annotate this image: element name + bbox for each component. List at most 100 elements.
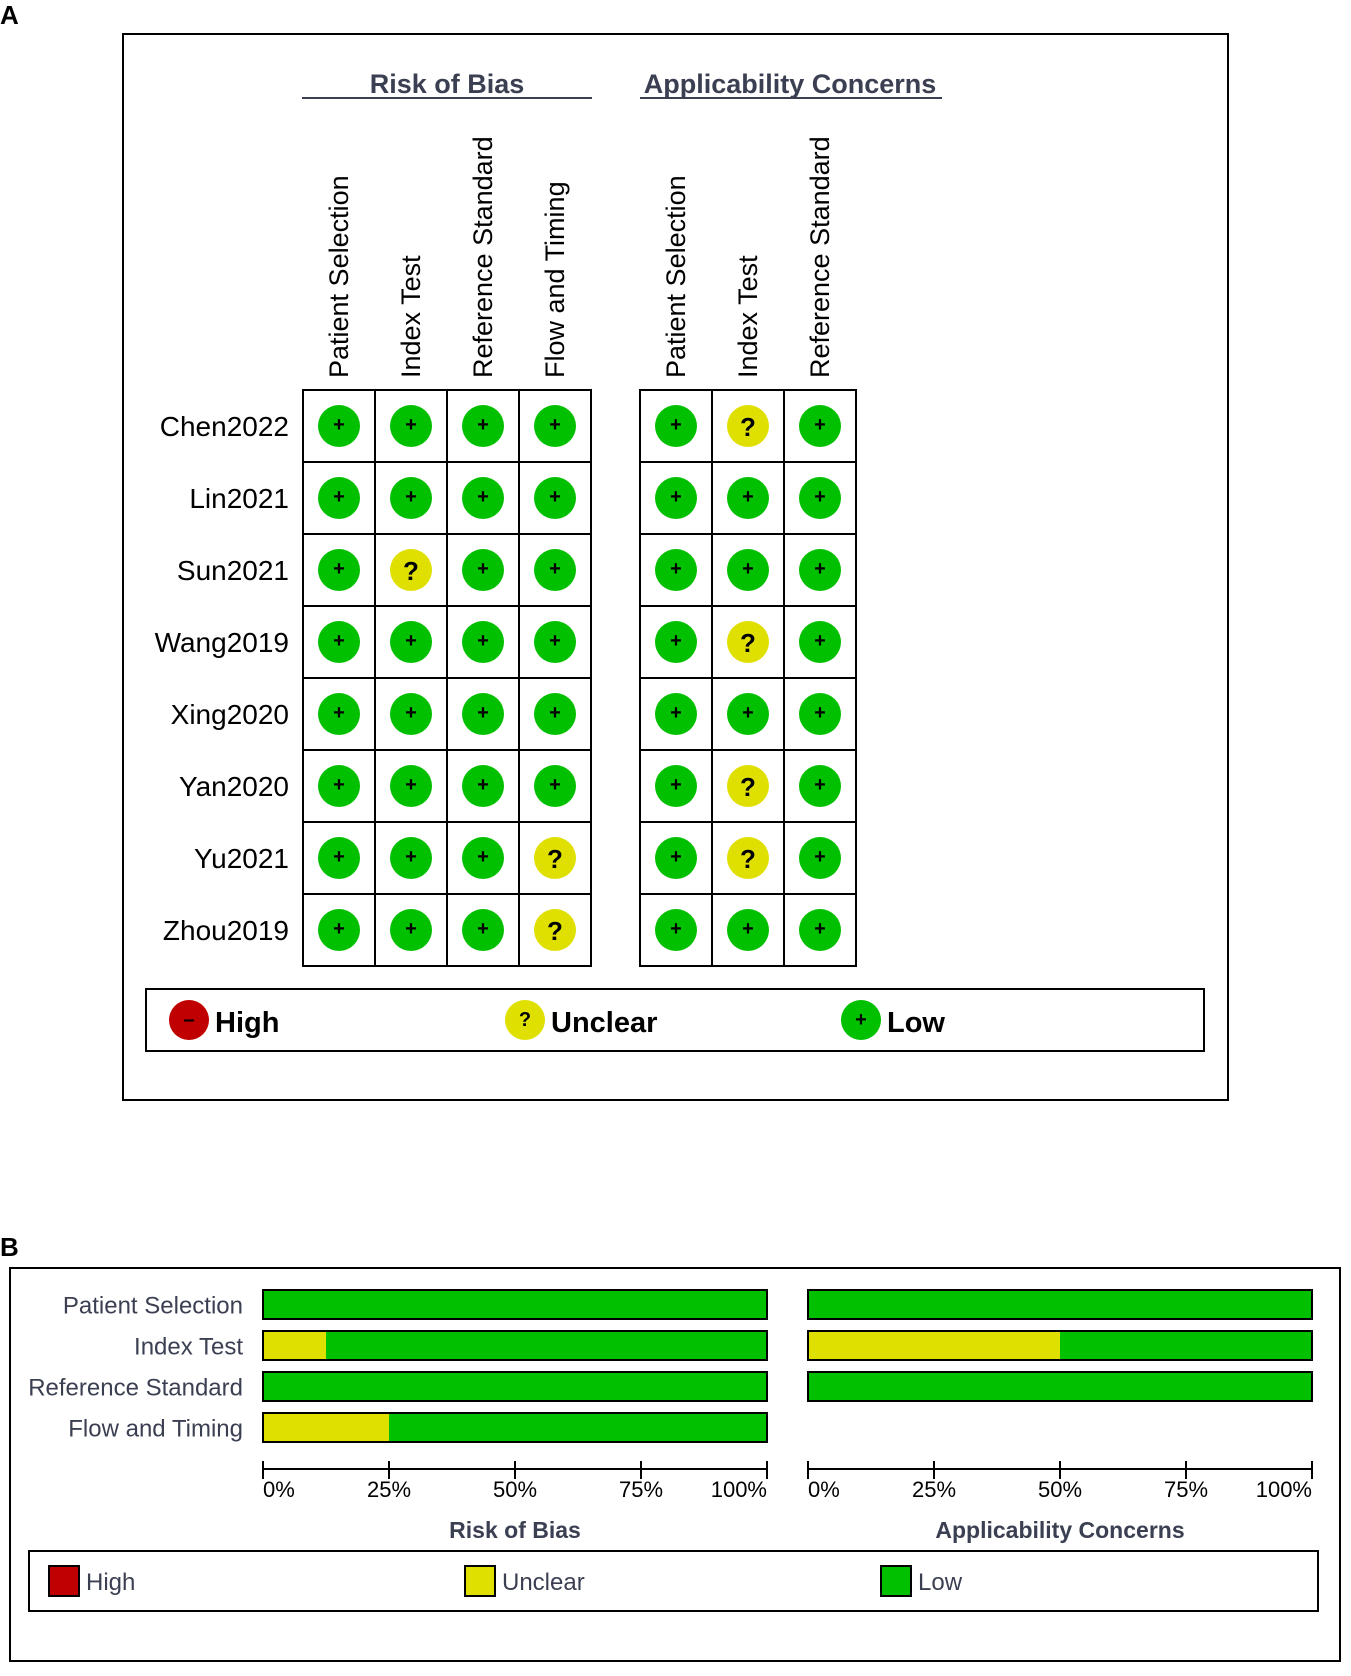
figure-a-frame bbox=[122, 33, 1229, 1101]
study-label: Chen2022 bbox=[160, 411, 289, 442]
legend-swatch-low bbox=[880, 1565, 912, 1597]
legend-swatch-unclear bbox=[464, 1565, 496, 1597]
judgement-low-icon bbox=[534, 549, 576, 591]
legend-low-icon bbox=[841, 1000, 881, 1040]
judgement-low-icon bbox=[318, 405, 360, 447]
risk-of-bias-summary-figure: Risk of Bias Applicability Concerns Patien… bbox=[122, 33, 1229, 1101]
judgement-low-icon bbox=[318, 909, 360, 951]
judgement-low-icon bbox=[390, 621, 432, 663]
judgement-low-icon bbox=[534, 405, 576, 447]
chart-title-0: Risk of Bias bbox=[449, 1517, 581, 1543]
judgement-symbol: + bbox=[814, 486, 826, 508]
judgement-unclear-icon bbox=[727, 765, 769, 807]
legend-high-icon bbox=[169, 1000, 209, 1040]
chart-title-1: Applicability Concerns bbox=[935, 1517, 1184, 1543]
judgement-low-icon bbox=[655, 693, 697, 735]
legend-unclear-icon bbox=[505, 1000, 545, 1040]
judgement-symbol: ? bbox=[547, 916, 563, 946]
judgement-symbol: + bbox=[670, 918, 682, 940]
judgement-symbol: + bbox=[333, 414, 345, 436]
judgement-low-icon bbox=[390, 477, 432, 519]
judgement-symbol: + bbox=[477, 414, 489, 436]
judgement-symbol: ? bbox=[740, 844, 756, 874]
judgement-symbol: + bbox=[477, 918, 489, 940]
legend-symbol: – bbox=[183, 1009, 194, 1031]
judgement-low-icon bbox=[462, 621, 504, 663]
study-label: Yan2020 bbox=[179, 771, 289, 802]
legend-b-label-low: Low bbox=[918, 1569, 963, 1596]
judgement-symbol: + bbox=[333, 558, 345, 580]
bar-segment-low bbox=[326, 1331, 767, 1360]
judgement-unclear-icon bbox=[727, 621, 769, 663]
judgement-low-icon bbox=[799, 693, 841, 735]
judgement-symbol: + bbox=[549, 558, 561, 580]
study-label: Zhou2019 bbox=[163, 915, 289, 946]
judgement-low-icon bbox=[318, 477, 360, 519]
x-tick-label: 75% bbox=[1164, 1477, 1208, 1502]
judgement-low-icon bbox=[534, 621, 576, 663]
judgement-low-icon bbox=[390, 909, 432, 951]
judgement-low-icon bbox=[799, 405, 841, 447]
judgement-symbol: + bbox=[742, 918, 754, 940]
x-tick-label: 0% bbox=[808, 1477, 840, 1502]
bar-segment-low bbox=[263, 1290, 767, 1319]
judgement-low-icon bbox=[655, 621, 697, 663]
judgement-symbol: + bbox=[814, 702, 826, 724]
judgement-low-icon bbox=[534, 477, 576, 519]
study-label: Sun2021 bbox=[177, 555, 289, 586]
x-tick-label: 100% bbox=[1256, 1477, 1312, 1502]
judgement-low-icon bbox=[318, 693, 360, 735]
legend-a-box bbox=[145, 988, 1205, 1052]
judgement-low-icon bbox=[318, 765, 360, 807]
judgement-symbol: + bbox=[477, 702, 489, 724]
judgement-low-icon bbox=[462, 693, 504, 735]
judgement-symbol: + bbox=[814, 918, 826, 940]
judgement-symbol: + bbox=[405, 414, 417, 436]
column-header-0-0: Patient Selection bbox=[324, 175, 354, 378]
x-tick-label: 50% bbox=[493, 1477, 537, 1502]
bar-segment-low bbox=[263, 1372, 767, 1401]
bar-outline bbox=[262, 1412, 768, 1443]
judgement-low-icon bbox=[462, 549, 504, 591]
judgement-low-icon bbox=[655, 477, 697, 519]
column-header-0-3: Flow and Timing bbox=[540, 181, 570, 378]
judgement-symbol: + bbox=[670, 630, 682, 652]
legend-label-low: Low bbox=[887, 1007, 945, 1039]
column-header-1-0: Patient Selection bbox=[661, 175, 691, 378]
category-label: Reference Standard bbox=[28, 1375, 243, 1402]
study-label: Yu2021 bbox=[194, 843, 289, 874]
judgement-symbol: + bbox=[333, 846, 345, 868]
judgement-low-icon bbox=[655, 837, 697, 879]
judgement-low-icon bbox=[799, 909, 841, 951]
judgement-symbol: + bbox=[742, 558, 754, 580]
bar-outline bbox=[262, 1289, 768, 1320]
judgement-low-icon bbox=[390, 405, 432, 447]
bar-segment-low bbox=[808, 1290, 1312, 1319]
judgement-low-icon bbox=[534, 765, 576, 807]
judgement-symbol: + bbox=[670, 702, 682, 724]
judgement-symbol: + bbox=[333, 630, 345, 652]
judgement-low-icon bbox=[462, 405, 504, 447]
legend-b-label-unclear: Unclear bbox=[502, 1569, 585, 1596]
judgement-low-icon bbox=[727, 549, 769, 591]
legend-symbol: + bbox=[855, 1009, 867, 1031]
judgement-unclear-icon bbox=[390, 549, 432, 591]
figure-b-frame bbox=[9, 1267, 1341, 1662]
judgement-symbol: + bbox=[333, 702, 345, 724]
judgement-unclear-icon bbox=[727, 837, 769, 879]
judgement-symbol: + bbox=[477, 630, 489, 652]
judgement-low-icon bbox=[799, 621, 841, 663]
judgement-symbol: + bbox=[405, 702, 417, 724]
judgement-symbol: + bbox=[333, 774, 345, 796]
judgement-low-icon bbox=[799, 477, 841, 519]
judgement-symbol: + bbox=[549, 702, 561, 724]
bar-outline bbox=[262, 1371, 768, 1402]
x-tick-label: 0% bbox=[263, 1477, 295, 1502]
legend-b-label-high: High bbox=[86, 1569, 135, 1596]
bar-segment-unclear bbox=[263, 1413, 389, 1442]
judgement-low-icon bbox=[462, 765, 504, 807]
judgement-symbol: + bbox=[742, 486, 754, 508]
judgement-unclear-icon bbox=[727, 405, 769, 447]
judgement-symbol: + bbox=[742, 702, 754, 724]
legend-label-high: High bbox=[215, 1007, 279, 1039]
